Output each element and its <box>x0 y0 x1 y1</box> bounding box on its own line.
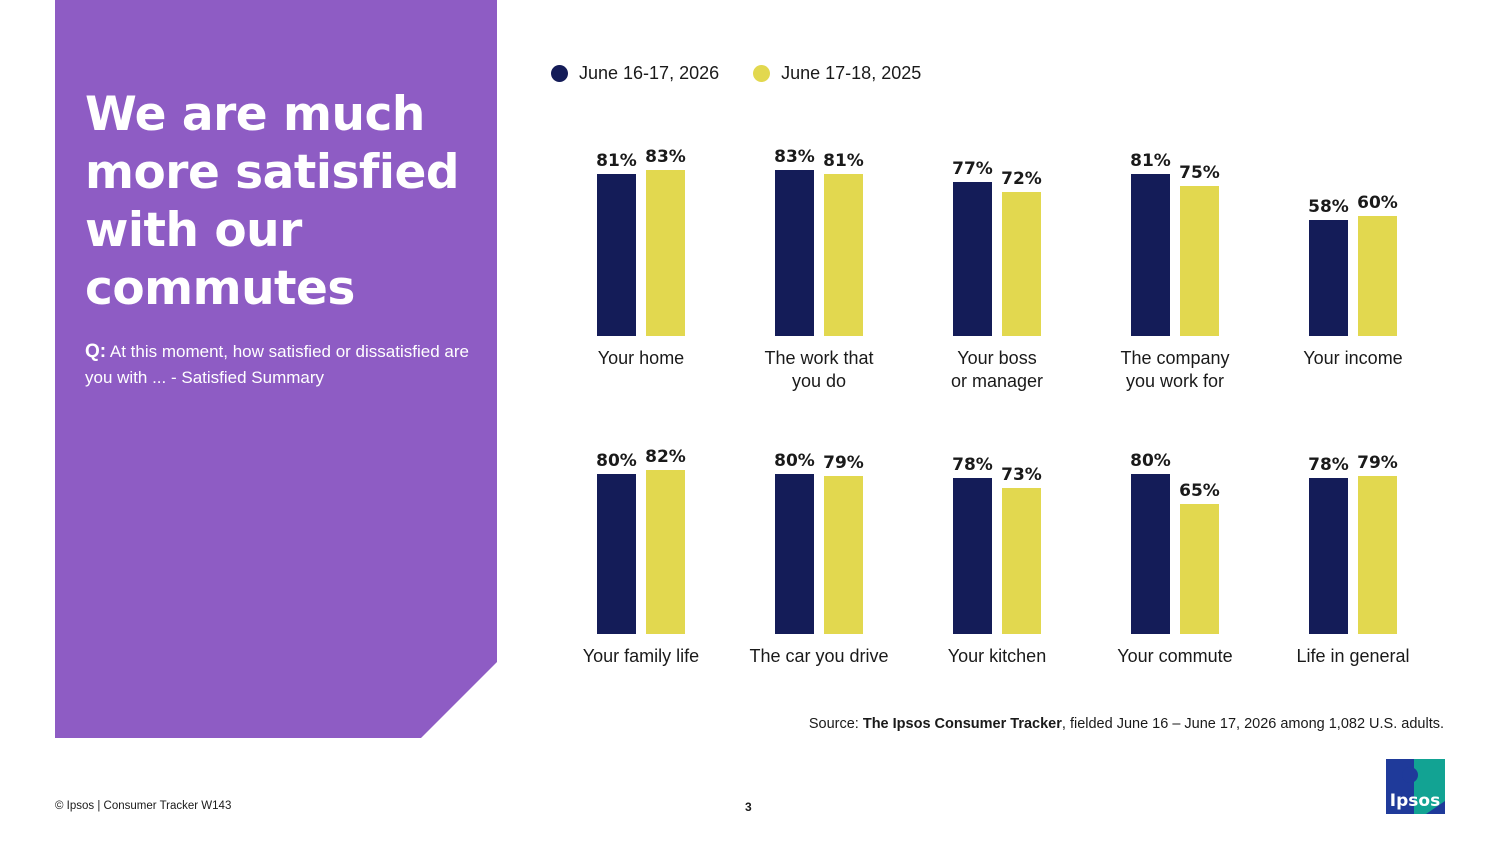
data-label-2026: 81% <box>1130 151 1171 171</box>
bar-group-your-home: 81% 83% Your home <box>596 147 686 368</box>
logo-head-shape <box>1402 767 1418 783</box>
bar-group-your-income: 58% 60% Your income <box>1303 193 1402 368</box>
legend-label-2025: June 17-18, 2025 <box>781 63 922 83</box>
data-label-2025: 72% <box>1001 169 1042 189</box>
source-rest: , fielded June 16 – June 17, 2026 among … <box>1061 716 1444 732</box>
data-label-2025: 79% <box>823 453 864 473</box>
legend-item-2026: June 16-17, 2026 <box>551 63 719 84</box>
question-body: At this moment, how satisfied or dissati… <box>85 342 469 387</box>
bar-2026 <box>1131 174 1170 336</box>
data-label-2026: 80% <box>596 451 637 471</box>
source-name: The Ipsos Consumer Tracker <box>862 716 1062 732</box>
bar-2026 <box>597 174 636 336</box>
bar-group-your-family-life: 80% 82% Your family life <box>583 447 699 666</box>
logo-teal-shape <box>1414 759 1445 814</box>
ipsos-logo: Ipsos <box>1386 759 1445 814</box>
category-label: or manager <box>951 371 1043 391</box>
data-label-2025: 82% <box>645 447 686 467</box>
legend-swatch-2025 <box>753 65 771 82</box>
bar-2025 <box>1180 186 1219 336</box>
category-label: The car you drive <box>749 646 888 666</box>
bar-group-the-car-you-drive: 80% 79% The car you drive <box>749 451 888 666</box>
bar-2026 <box>953 478 992 634</box>
bar-2026 <box>1309 478 1348 634</box>
bar-2025 <box>1358 216 1397 336</box>
page-number: 3 <box>745 800 752 814</box>
category-label: The company <box>1120 348 1229 368</box>
data-label-2026: 80% <box>774 451 815 471</box>
bar-chart: 81% 83% Your home 83% 81% The work that you do… <box>583 147 1410 666</box>
data-label-2025: 75% <box>1179 163 1220 183</box>
slide-title: We are much more satisfied with our comm… <box>85 87 460 316</box>
category-label: Your commute <box>1117 646 1232 666</box>
category-label: Your boss <box>957 348 1036 368</box>
data-label-2025: 65% <box>1179 481 1220 501</box>
data-label-2026: 78% <box>952 455 993 475</box>
bar-2026 <box>1309 220 1348 336</box>
bar-group-your-boss-or-manager: 77% 72% Your boss or manager <box>951 159 1043 391</box>
bar-2025 <box>1002 488 1041 634</box>
logo-text: Ipsos <box>1390 791 1440 811</box>
footer-copyright: © Ipsos | Consumer Tracker W143 <box>55 800 232 812</box>
bar-2026 <box>597 474 636 634</box>
data-label-2026: 80% <box>1130 451 1171 471</box>
side-panel <box>55 0 497 738</box>
bar-2026 <box>775 170 814 336</box>
category-label: Your family life <box>583 646 699 666</box>
bar-2025 <box>646 170 685 336</box>
source-prefix: Source: <box>808 716 863 732</box>
bar-2025 <box>646 470 685 634</box>
bar-2025 <box>824 174 863 336</box>
data-label-2025: 79% <box>1357 453 1398 473</box>
data-label-2026: 77% <box>952 159 993 179</box>
bar-group-the-company-you-work-for: 81% 75% The company you work for <box>1120 151 1229 391</box>
legend-label-2026: June 16-17, 2026 <box>579 63 720 83</box>
category-label: Your income <box>1303 348 1402 368</box>
bar-group-your-commute: 80% 65% Your commute <box>1117 451 1232 666</box>
bar-2025 <box>1002 192 1041 336</box>
data-label-2025: 73% <box>1001 465 1042 485</box>
category-label: The work that <box>764 348 873 368</box>
legend-swatch-2026 <box>551 65 568 82</box>
category-label: Life in general <box>1296 646 1409 666</box>
bar-group-the-work-that-you-do: 83% 81% The work that you do <box>764 147 873 391</box>
bar-2026 <box>1131 474 1170 634</box>
legend-item-2025: June 17-18, 2025 <box>753 63 921 84</box>
bar-2025 <box>1358 476 1397 634</box>
bar-2026 <box>775 474 814 634</box>
data-label-2025: 81% <box>823 151 864 171</box>
data-label-2026: 83% <box>774 147 815 167</box>
bar-group-life-in-general: 78% 79% Life in general <box>1296 453 1409 666</box>
category-label: Your home <box>598 348 684 368</box>
bar-2026 <box>953 182 992 336</box>
category-label: you work for <box>1126 371 1224 391</box>
category-label: you do <box>792 371 846 391</box>
bar-group-your-kitchen: 78% 73% Your kitchen <box>948 455 1046 666</box>
bar-2025 <box>824 476 863 634</box>
data-label-2025: 60% <box>1357 193 1398 213</box>
question-prefix: Q: <box>85 341 107 362</box>
bar-2025 <box>1180 504 1219 634</box>
data-label-2026: 78% <box>1308 455 1349 475</box>
data-label-2026: 58% <box>1308 197 1349 217</box>
category-label: Your kitchen <box>948 646 1046 666</box>
data-label-2026: 81% <box>596 151 637 171</box>
data-label-2025: 83% <box>645 147 686 167</box>
source-note: Source: The Ipsos Consumer Tracker, fiel… <box>809 716 1444 732</box>
chart-legend: June 16-17, 2026 June 17-18, 2025 <box>551 63 955 84</box>
question-text: Q: At this moment, how satisfied or diss… <box>85 339 485 391</box>
